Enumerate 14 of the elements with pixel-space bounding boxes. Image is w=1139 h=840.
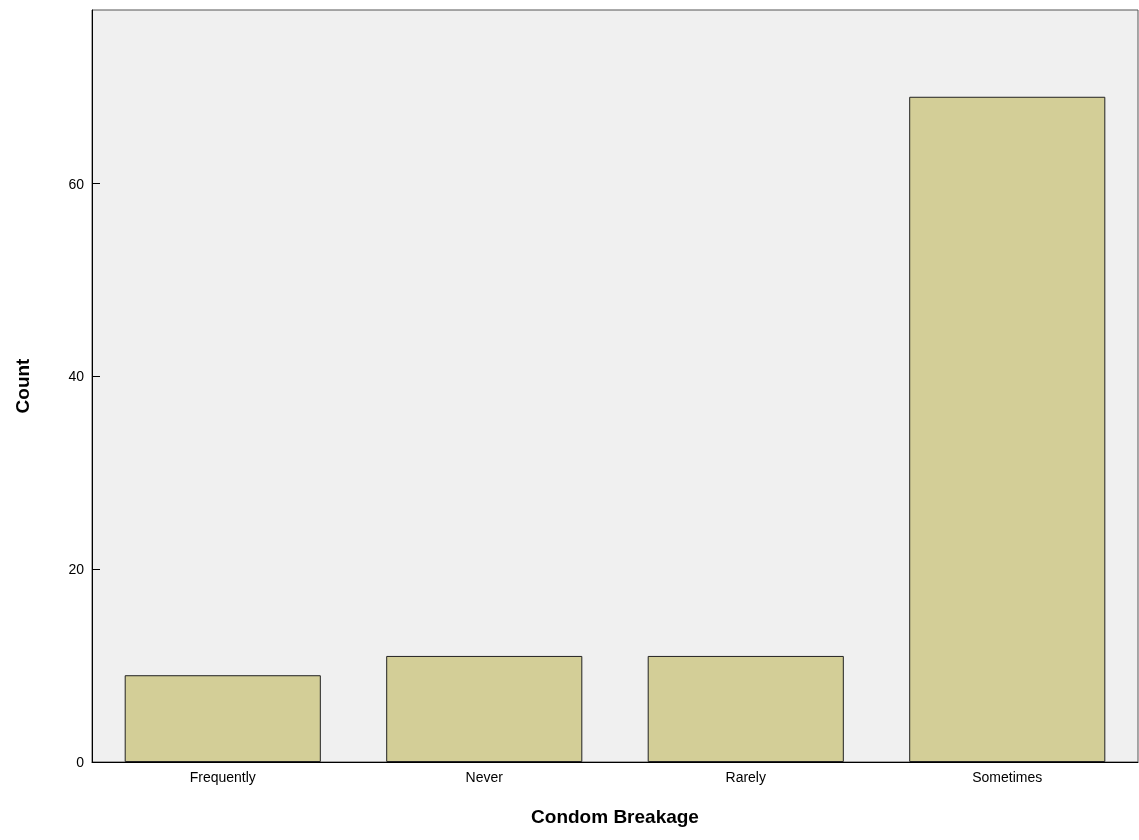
y-tick-label: 20	[68, 561, 85, 578]
y-axis-title: Count	[12, 357, 33, 414]
bar	[647, 655, 844, 762]
x-tick-label: Frequently	[189, 769, 256, 785]
bar	[124, 675, 321, 762]
bar	[909, 96, 1106, 762]
bar	[386, 655, 583, 762]
x-axis-title: Condom Breakage	[531, 806, 699, 827]
x-tick-label: Sometimes	[972, 769, 1043, 785]
y-tick-label: 60	[68, 175, 85, 192]
y-tick-label: 0	[76, 754, 85, 770]
x-tick-label: Rarely	[725, 769, 766, 785]
x-tick-label: Never	[465, 769, 504, 785]
y-tick-label: 40	[68, 368, 85, 385]
